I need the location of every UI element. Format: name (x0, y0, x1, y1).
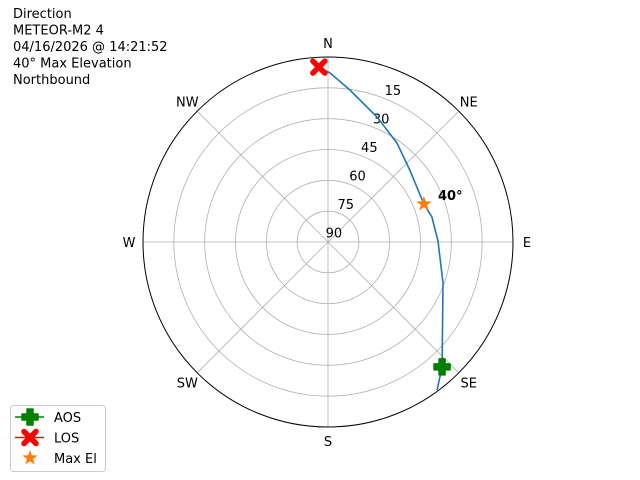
angle-label-nw: NW (176, 95, 199, 110)
grid-spoke (327, 110, 460, 243)
radial-tick-label: 60 (349, 170, 366, 185)
angle-label-se: SE (460, 377, 476, 392)
legend-label-los: LOS (54, 432, 79, 447)
track-line (311, 57, 444, 391)
radial-tick-label: 75 (337, 198, 354, 213)
title-line: 40° Max Elevation (13, 57, 132, 72)
polar-grid (142, 56, 514, 428)
radial-tick-label: 45 (361, 141, 378, 156)
legend-los-icon (21, 428, 39, 447)
max-el-annotation: 40° (438, 189, 463, 204)
legend-label-aos: AOS (54, 411, 81, 426)
los-marker (310, 58, 328, 76)
radial-tick-label: 90 (326, 227, 343, 242)
angle-label-e: E (523, 236, 531, 251)
aos-marker (433, 358, 451, 376)
legend-label-max_el: Max El (54, 452, 97, 467)
track-series: 40° (310, 57, 463, 391)
title-line: Northbound (13, 73, 90, 88)
title-line: METEOR-M2 4 (13, 24, 104, 39)
radial-tick-label: 15 (385, 84, 402, 99)
angle-label-sw: SW (177, 377, 198, 392)
title-line: Direction (13, 7, 72, 22)
angular-labels: N NE E SE S SW W NW (123, 37, 532, 450)
legend-box (10, 405, 106, 472)
grid-spoke (196, 110, 329, 243)
angle-label-ne: NE (460, 95, 478, 110)
angle-label-s: S (324, 435, 332, 450)
legend: AOS LOS Max El (10, 405, 106, 472)
outer-frame (142, 56, 514, 428)
legend-max-el-icon (22, 450, 38, 465)
title-line: 04/16/2026 @ 14:21:52 (13, 40, 168, 55)
angle-label-w: W (123, 236, 136, 251)
max-el-marker (416, 196, 432, 211)
grid-spoke (327, 241, 460, 374)
angle-label-n: N (323, 37, 333, 52)
legend-aos-icon (21, 408, 39, 426)
grid-spoke (196, 241, 329, 374)
chart-title: Direction METEOR-M2 404/16/2026 @ 14:21:5… (13, 7, 168, 88)
